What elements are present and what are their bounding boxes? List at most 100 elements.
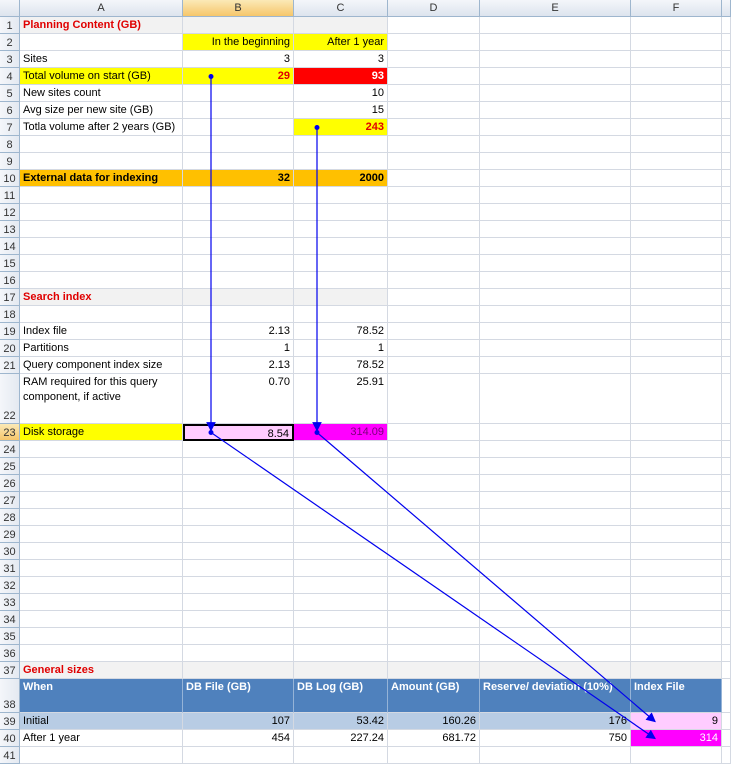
cell[interactable] [183,85,294,102]
row-header[interactable]: 27 [0,492,20,509]
column-header[interactable]: E [480,0,631,17]
cell[interactable] [388,238,480,255]
row-header[interactable]: 36 [0,645,20,662]
row-header[interactable]: 20 [0,340,20,357]
cell[interactable] [294,475,388,492]
cell[interactable] [183,255,294,272]
cell[interactable] [183,272,294,289]
cell[interactable] [631,543,722,560]
cell[interactable] [183,577,294,594]
cell-a20[interactable]: Partitions [20,340,183,357]
cell[interactable] [480,34,631,51]
cell[interactable] [631,340,722,357]
column-header[interactable]: A [20,0,183,17]
cell[interactable] [294,441,388,458]
cell[interactable] [388,628,480,645]
row-header[interactable]: 22 [0,374,20,424]
cell-d38[interactable]: Amount (GB) [388,679,480,713]
cell[interactable] [480,594,631,611]
cell-c21[interactable]: 78.52 [294,357,388,374]
cell[interactable] [183,611,294,628]
cell[interactable] [631,187,722,204]
cell[interactable] [388,424,480,441]
cell-a17[interactable]: Search index [20,289,183,306]
cell-d40[interactable]: 681.72 [388,730,480,747]
cell[interactable] [631,458,722,475]
cell-a37[interactable]: General sizes [20,662,183,679]
cell[interactable] [480,17,631,34]
cell[interactable] [294,153,388,170]
cell[interactable] [388,611,480,628]
cell-a23[interactable]: Disk storage [20,424,183,441]
cell[interactable] [20,543,183,560]
cell[interactable] [480,509,631,526]
cell[interactable] [480,119,631,136]
cell[interactable] [480,475,631,492]
cell-a40[interactable]: After 1 year [20,730,183,747]
cell-c40[interactable]: 227.24 [294,730,388,747]
cell-c19[interactable]: 78.52 [294,323,388,340]
row-header[interactable]: 37 [0,662,20,679]
cell[interactable] [631,238,722,255]
cell[interactable] [183,306,294,323]
row-header[interactable]: 5 [0,85,20,102]
cell[interactable] [480,492,631,509]
cell[interactable] [183,204,294,221]
cell[interactable] [294,238,388,255]
cell-a5[interactable]: New sites count [20,85,183,102]
row-header[interactable]: 13 [0,221,20,238]
cell[interactable] [20,577,183,594]
cell[interactable] [388,662,480,679]
row-header[interactable]: 8 [0,136,20,153]
cell[interactable] [480,221,631,238]
row-header[interactable]: 3 [0,51,20,68]
cell[interactable] [388,441,480,458]
cell-a38[interactable]: When [20,679,183,713]
row-header[interactable]: 34 [0,611,20,628]
row-header[interactable]: 1 [0,17,20,34]
column-header[interactable]: D [388,0,480,17]
cell[interactable] [20,509,183,526]
cell[interactable] [480,238,631,255]
row-header[interactable]: 41 [0,747,20,764]
cell-b2[interactable]: In the beginning [183,34,294,51]
cell[interactable] [183,153,294,170]
row-header[interactable]: 29 [0,526,20,543]
cell[interactable] [20,187,183,204]
cell[interactable] [294,272,388,289]
cell[interactable] [388,187,480,204]
cell[interactable] [20,492,183,509]
cell[interactable] [631,272,722,289]
cell-a4[interactable]: Total volume on start (GB) [20,68,183,85]
cell[interactable] [20,611,183,628]
cell[interactable] [183,526,294,543]
row-header[interactable]: 2 [0,34,20,51]
cell[interactable] [480,153,631,170]
cell[interactable] [183,136,294,153]
cell[interactable] [631,85,722,102]
cell[interactable] [20,594,183,611]
cell[interactable] [631,204,722,221]
cell[interactable] [294,594,388,611]
row-header[interactable]: 14 [0,238,20,255]
cell[interactable] [631,492,722,509]
cell[interactable] [294,492,388,509]
cell[interactable] [294,458,388,475]
cell[interactable] [20,306,183,323]
row-header[interactable]: 21 [0,357,20,374]
cell-b38[interactable]: DB File (GB) [183,679,294,713]
cell[interactable] [20,153,183,170]
cell[interactable] [388,153,480,170]
cell[interactable] [20,34,183,51]
cell[interactable] [388,645,480,662]
cell[interactable] [480,136,631,153]
cell-c3[interactable]: 3 [294,51,388,68]
cell[interactable] [631,17,722,34]
cell[interactable] [20,560,183,577]
cell[interactable] [183,628,294,645]
row-header[interactable]: 26 [0,475,20,492]
cell[interactable] [20,747,183,764]
cell[interactable] [388,102,480,119]
row-header[interactable]: 7 [0,119,20,136]
cell[interactable] [294,255,388,272]
